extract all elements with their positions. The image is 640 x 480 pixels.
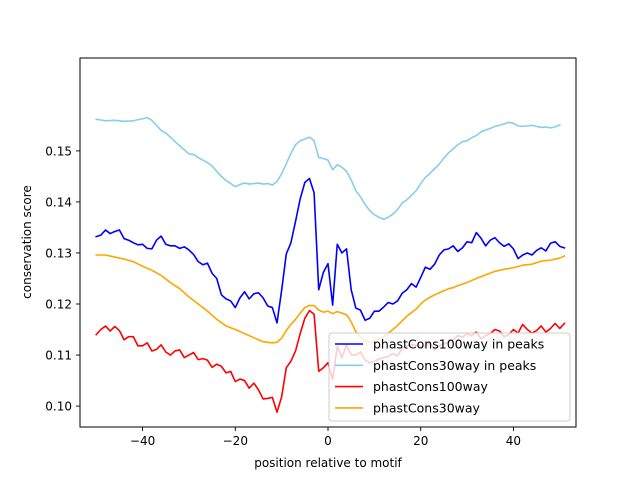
x-tick-label: 0: [324, 434, 332, 448]
y-axis-ticks: 0.10 0.11 0.12 0.13 0.14 0.15: [45, 144, 80, 414]
legend-label-3: phastCons30way: [373, 400, 481, 415]
x-tick-label: −40: [130, 434, 155, 448]
legend-label-1: phastCons30way in peaks: [373, 358, 536, 373]
y-tick-label: 0.13: [45, 246, 72, 260]
legend-entries: phastCons100way in peaks phastCons30way i…: [335, 337, 544, 415]
x-tick-label: 20: [413, 434, 428, 448]
x-tick-label: −20: [223, 434, 248, 448]
y-tick-label: 0.11: [45, 349, 72, 363]
y-tick-label: 0.12: [45, 298, 72, 312]
x-tick-label: 40: [506, 434, 521, 448]
legend: phastCons100way in peaks phastCons30way i…: [328, 332, 571, 422]
x-axis-ticks: −40 −20 0 20 40: [130, 427, 521, 448]
legend-box: [328, 332, 571, 422]
y-tick-label: 0.15: [45, 144, 72, 158]
legend-label-0: phastCons100way in peaks: [373, 337, 544, 352]
y-axis-label: conservation score: [20, 185, 34, 299]
legend-label-2: phastCons100way: [373, 379, 488, 394]
series-line-3: [95, 254, 566, 344]
y-tick-label: 0.10: [45, 400, 72, 414]
y-tick-label: 0.14: [45, 195, 72, 209]
x-axis-label: position relative to motif: [254, 456, 402, 470]
series-line-0: [95, 177, 566, 324]
series-line-1: [95, 116, 561, 221]
